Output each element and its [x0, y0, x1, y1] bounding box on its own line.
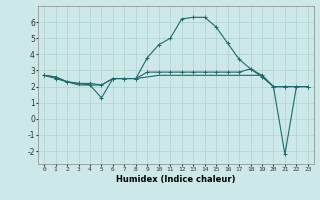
X-axis label: Humidex (Indice chaleur): Humidex (Indice chaleur)	[116, 175, 236, 184]
